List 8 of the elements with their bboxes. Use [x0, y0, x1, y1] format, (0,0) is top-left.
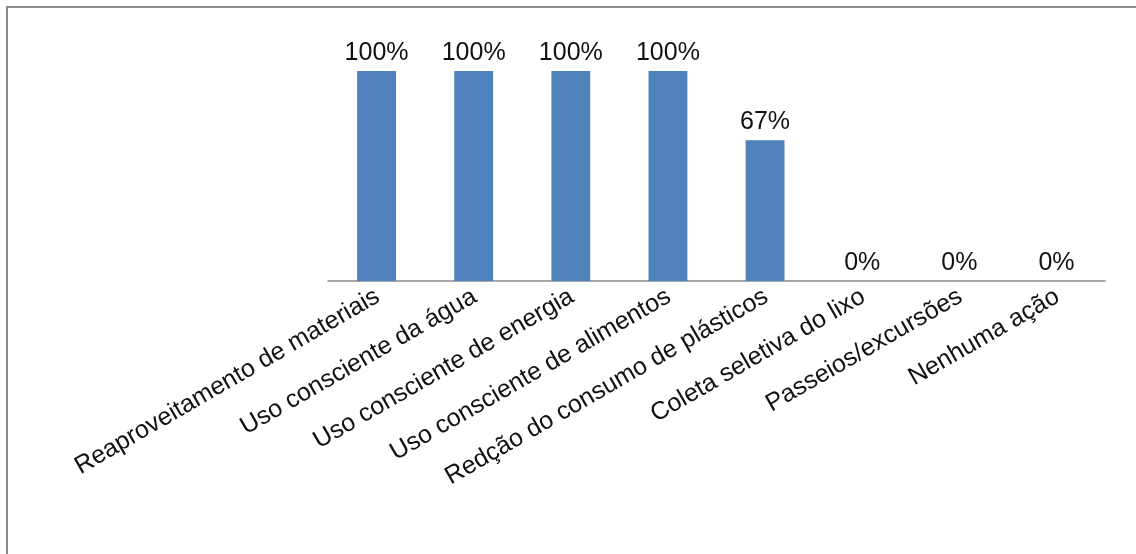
- data-label: 67%: [740, 105, 791, 134]
- data-label: 100%: [538, 36, 603, 65]
- data-label: 0%: [1038, 246, 1075, 275]
- data-label: 0%: [844, 246, 881, 275]
- data-label: 100%: [635, 36, 700, 65]
- data-label: 100%: [344, 36, 409, 65]
- data-label: 0%: [941, 246, 978, 275]
- data-label: 100%: [441, 36, 506, 65]
